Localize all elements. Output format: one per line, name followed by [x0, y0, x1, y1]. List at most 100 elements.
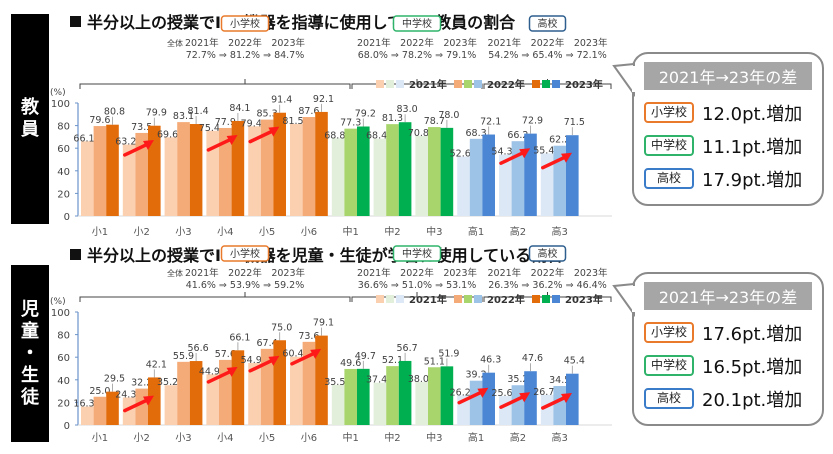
bar-小2-2022年 [135, 132, 148, 216]
overall-values: 72.7% ⇒ 81.2% ⇒ 84.7% [186, 50, 305, 61]
legend-swatch [396, 80, 404, 88]
data-label: 68.4 [366, 131, 387, 142]
tag-high: 高校 [644, 388, 694, 409]
x-tick-label: 高3 [552, 431, 568, 444]
bar-高3-2022年 [553, 386, 566, 425]
data-label: 83.0 [397, 104, 418, 115]
trend-arrow-icon [290, 351, 317, 366]
square-bullet-icon [70, 16, 81, 27]
data-label: 87.6 [298, 106, 319, 117]
bar-小4-2023年 [231, 120, 245, 216]
x-tick-label: 高1 [468, 225, 484, 238]
data-label: 46.3 [480, 355, 501, 366]
data-label: 79.1 [313, 318, 334, 329]
trend-arrow-icon [248, 358, 276, 373]
x-tick-label: 高3 [552, 225, 568, 238]
bar-小6-2023年 [315, 111, 328, 216]
data-label: 68.3 [466, 128, 487, 139]
x-tick-label: 高2 [510, 225, 526, 238]
bar-中2-2022年 [386, 366, 399, 425]
data-label: 70.8 [408, 128, 429, 139]
bar-高3-2022年 [553, 145, 566, 216]
legend-swatch [376, 295, 384, 303]
legend-label: 2021年 [409, 78, 447, 91]
y-tick-label: 0 [64, 212, 70, 223]
bar-小6-2022年 [302, 341, 316, 425]
bubble-tail [612, 62, 636, 98]
x-tick-label: 小3 [175, 432, 191, 444]
x-tick-label: 小1 [92, 432, 108, 444]
bar-小4-2021年 [206, 374, 219, 425]
bar-高1-2023年 [482, 372, 495, 425]
trend-arrow-icon [248, 128, 276, 144]
x-tick-label: 中1 [343, 431, 359, 444]
data-label: 72.9 [522, 116, 543, 127]
x-tick-label: 中3 [426, 431, 442, 444]
x-tick-label: 高2 [510, 431, 526, 444]
data-label: 24.3 [115, 390, 136, 401]
bar-小5-2022年 [260, 119, 274, 216]
bar-小2-2021年 [122, 144, 136, 216]
summary-bubble-teachers: 2021年→23年の差 小学校 12.0pt.増加 中学校 11.1pt.増加 … [632, 52, 824, 206]
legend-swatch [532, 295, 540, 303]
bar-小5-2023年 [273, 112, 286, 216]
x-tick-label: 小2 [134, 226, 150, 238]
y-tick-label: 100 [51, 308, 70, 319]
bar-中2-2021年 [373, 138, 387, 216]
data-label: 75.0 [271, 322, 292, 333]
diff-value: 16.5pt.増加 [702, 356, 803, 378]
data-label: 66.1 [229, 332, 250, 343]
data-label: 52.1 [382, 355, 403, 366]
legend-label: 2022年 [487, 293, 525, 306]
y-tick-label: 60 [57, 144, 70, 155]
data-label: 78.7 [424, 116, 445, 127]
data-label: 81.5 [282, 116, 303, 127]
side-label-students: 児 童 ・ 生 徒 [11, 265, 49, 442]
overall-values: 26.3% ⇒ 36.2% ⇒ 46.4% [488, 280, 607, 291]
school-group-label: 小学校 [230, 17, 260, 30]
overall-values: 54.2% ⇒ 65.4% ⇒ 72.1% [488, 50, 607, 61]
bar-小3-2022年 [177, 122, 190, 216]
diff-value: 20.1pt.増加 [702, 389, 803, 411]
diff-value: 17.6pt.増加 [702, 323, 803, 345]
trend-arrow-icon [123, 397, 150, 413]
data-label: 81.3 [382, 113, 403, 124]
bubble-tail [612, 282, 636, 318]
bar-小4-2022年 [219, 127, 232, 216]
bar-中2-2023年 [398, 360, 412, 425]
bar-小5-2021年 [248, 362, 261, 425]
legend-swatch [396, 295, 404, 303]
x-tick-label: 高1 [468, 431, 484, 444]
bar-高2-2022年 [511, 141, 525, 216]
trend-arrow-head-icon [477, 387, 489, 398]
bar-中2-2021年 [373, 382, 387, 425]
data-label: 26.2 [450, 387, 471, 398]
data-label: 68.8 [324, 130, 345, 141]
y-tick-label: 40 [57, 376, 70, 387]
bar-中3-2021年 [415, 382, 428, 425]
summary-header: 2021年→23年の差 [644, 282, 812, 310]
square-bullet-icon [70, 249, 81, 260]
legend-label: 2023年 [565, 293, 603, 306]
data-label: 52.6 [450, 149, 471, 160]
bar-小5-2023年 [273, 340, 286, 425]
trend-arrow-head-icon [226, 366, 238, 377]
x-tick-label: 小1 [92, 226, 108, 238]
tag-elementary: 小学校 [644, 322, 694, 343]
data-label: 51.9 [438, 348, 459, 359]
overall-years: 2021年 2022年 2023年 [357, 37, 478, 49]
data-label: 38.0 [408, 374, 429, 385]
bar-小2-2021年 [122, 397, 136, 425]
school-group-tag [392, 245, 442, 262]
trend-arrow-icon [457, 389, 485, 405]
trend-arrow-icon [206, 137, 234, 152]
bar-小6-2023年 [315, 335, 328, 425]
bar-小6-2022年 [302, 117, 316, 216]
trend-arrow-icon [541, 395, 568, 410]
data-label: 35.2 [157, 377, 178, 388]
x-tick-label: 中3 [426, 225, 442, 238]
y-tick-label: 100 [51, 99, 70, 110]
summary-row-junior-high: 中学校 16.5pt.増加 [644, 349, 812, 382]
data-label: 56.7 [397, 343, 418, 354]
data-label: 49.6 [340, 358, 361, 369]
